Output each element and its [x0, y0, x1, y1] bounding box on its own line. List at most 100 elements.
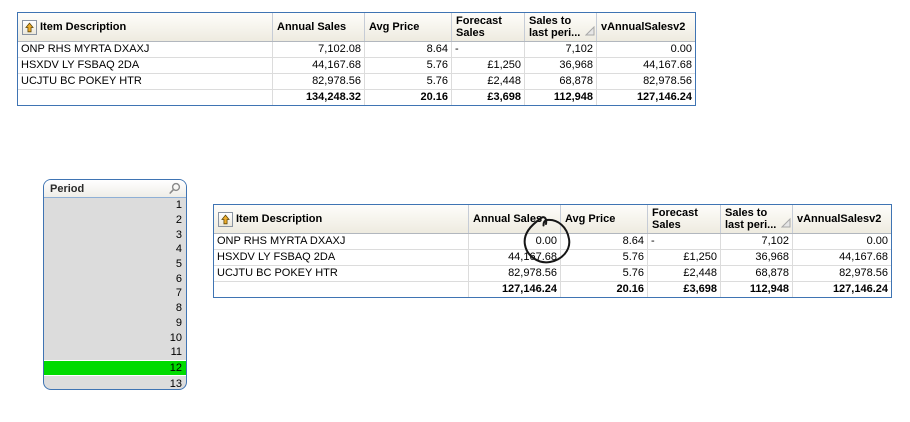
table-row: UCJTU BC POKEY HTR 82,978.56 5.76 £2,448…: [18, 74, 695, 90]
header-label: Avg Price: [369, 21, 420, 33]
header-item-description[interactable]: Item Description: [18, 13, 273, 41]
listbox-caption: Period: [44, 180, 186, 198]
header-annual-sales[interactable]: Annual Sales: [469, 205, 561, 233]
header-sales-to-last-period[interactable]: Sales to last peri...: [721, 205, 793, 233]
totals-vannualsalesv2: 127,146.24: [636, 91, 692, 103]
cell-avg-price[interactable]: 5.76: [365, 74, 452, 90]
cell-avg-price[interactable]: 8.64: [365, 42, 452, 58]
list-item[interactable]: 7: [175, 287, 182, 300]
cell-forecast-sales[interactable]: £1,250: [648, 250, 721, 266]
cell-annual-sales-circled[interactable]: 0.00: [469, 234, 561, 250]
cell-sales-to-last-period[interactable]: 7,102: [721, 234, 793, 250]
table-row: HSXDV LY FSBAQ 2DA 44,167.68 5.76 £1,250…: [18, 58, 695, 74]
cell-item[interactable]: HSXDV LY FSBAQ 2DA: [18, 58, 273, 74]
cell-annual-sales[interactable]: 44,167.68: [469, 250, 561, 266]
header-forecast-sales[interactable]: Forecast Sales: [648, 205, 721, 233]
straight-table-bottom: Item Description Annual Sales Avg Price …: [213, 204, 892, 298]
list-item[interactable]: 1: [175, 199, 182, 212]
totals-sales-to-last-period: 112,948: [721, 282, 793, 297]
cell-forecast-sales[interactable]: £2,448: [452, 74, 525, 90]
list-item-selected[interactable]: 12: [44, 359, 186, 377]
header-label: vAnnualSalesv2: [601, 21, 686, 33]
table-header-row: Item Description Annual Sales Avg Price …: [214, 205, 891, 234]
totals-vannualsalesv2: 127,146.24: [832, 283, 888, 295]
cell-annual-sales[interactable]: 82,978.56: [273, 74, 365, 90]
cell-vannualsalesv2[interactable]: 0.00: [597, 42, 695, 58]
cell-vannualsalesv2[interactable]: 44,167.68: [793, 250, 891, 266]
sort-indicator-icon: [585, 26, 595, 36]
cell-sales-to-last-period[interactable]: 36,968: [525, 58, 597, 74]
header-label: Sales to last peri...: [529, 15, 581, 39]
cell-vannualsalesv2[interactable]: 44,167.68: [597, 58, 695, 74]
header-label: vAnnualSalesv2: [797, 213, 882, 225]
table-row: ONP RHS MYRTA DXAXJ 0.00 8.64 - 7,102 0.…: [214, 234, 891, 250]
listbox-body: 1 2 3 4 5 6 7 8 9 10 11 12 13: [44, 198, 186, 390]
cell-forecast-sales[interactable]: £1,250: [452, 58, 525, 74]
cell-vannualsalesv2[interactable]: 82,978.56: [793, 266, 891, 282]
totals-annual-sales: 127,146.24: [469, 282, 561, 297]
list-item[interactable]: 10: [169, 331, 182, 344]
cell-sales-to-last-period[interactable]: 7,102: [525, 42, 597, 58]
list-item[interactable]: 5: [175, 258, 182, 271]
cell-annual-sales[interactable]: 44,167.68: [273, 58, 365, 74]
totals-forecast-sales: £3,698: [452, 90, 525, 105]
table-header-row: Item Description Annual Sales Avg Price …: [18, 13, 695, 42]
cell-item[interactable]: UCJTU BC POKEY HTR: [18, 74, 273, 90]
totals-annual-sales: 134,248.32: [273, 90, 365, 105]
cell-item[interactable]: UCJTU BC POKEY HTR: [214, 266, 469, 282]
cell-vannualsalesv2[interactable]: 82,978.56: [597, 74, 695, 90]
header-item-description[interactable]: Item Description: [214, 205, 469, 233]
cell-item[interactable]: ONP RHS MYRTA DXAXJ: [214, 234, 469, 250]
header-avg-price[interactable]: Avg Price: [561, 205, 648, 233]
cell-sales-to-last-period[interactable]: 36,968: [721, 250, 793, 266]
cell-avg-price[interactable]: 5.76: [561, 250, 648, 266]
totals-avg-price: 20.16: [561, 282, 648, 297]
cell-forecast-sales[interactable]: £2,448: [648, 266, 721, 282]
header-forecast-sales[interactable]: Forecast Sales: [452, 13, 525, 41]
cell-item[interactable]: ONP RHS MYRTA DXAXJ: [18, 42, 273, 58]
cell-avg-price[interactable]: 5.76: [365, 58, 452, 74]
header-label: Avg Price: [565, 213, 616, 225]
list-item[interactable]: 11: [170, 346, 182, 359]
cell-vannualsalesv2[interactable]: 0.00: [793, 234, 891, 250]
cell-annual-sales[interactable]: 82,978.56: [469, 266, 561, 282]
header-avg-price[interactable]: Avg Price: [365, 13, 452, 41]
table-row: ONP RHS MYRTA DXAXJ 7,102.08 8.64 - 7,10…: [18, 42, 695, 58]
list-item[interactable]: 8: [175, 302, 182, 315]
cell-forecast-sales[interactable]: -: [452, 42, 525, 58]
totals-item: [214, 282, 469, 297]
header-label: Annual Sales: [473, 213, 543, 225]
up-arrow-icon[interactable]: [22, 19, 37, 35]
header-vannualsalesv2[interactable]: vAnnualSalesv2: [597, 13, 695, 41]
list-item[interactable]: 9: [175, 316, 182, 329]
header-label: Annual Sales: [277, 21, 347, 33]
list-item[interactable]: 4: [175, 243, 182, 256]
cell-sales-to-last-period[interactable]: 68,878: [525, 74, 597, 90]
list-item[interactable]: 13: [169, 377, 182, 390]
up-arrow-icon[interactable]: [218, 211, 233, 227]
sort-indicator-icon: [781, 218, 791, 228]
cell-forecast-sales[interactable]: -: [648, 234, 721, 250]
totals-row: 127,146.24 20.16 £3,698 112,948 127,146.…: [214, 282, 891, 297]
header-vannualsalesv2[interactable]: vAnnualSalesv2: [793, 205, 891, 233]
cell-avg-price[interactable]: 8.64: [561, 234, 648, 250]
cell-sales-to-last-period[interactable]: 68,878: [721, 266, 793, 282]
table-row: UCJTU BC POKEY HTR 82,978.56 5.76 £2,448…: [214, 266, 891, 282]
list-item[interactable]: 3: [175, 228, 182, 241]
list-item[interactable]: 2: [175, 214, 182, 227]
straight-table-top: Item Description Annual Sales Avg Price …: [17, 12, 696, 106]
header-label: Sales to last peri...: [725, 207, 777, 231]
header-annual-sales[interactable]: Annual Sales: [273, 13, 365, 41]
header-label: Forecast Sales: [456, 15, 502, 39]
header-sales-to-last-period[interactable]: Sales to last peri...: [525, 13, 597, 41]
cell-item[interactable]: HSXDV LY FSBAQ 2DA: [214, 250, 469, 266]
list-item[interactable]: 6: [175, 272, 182, 285]
search-icon[interactable]: [168, 182, 181, 195]
header-label: Item Description: [236, 213, 323, 225]
cell-avg-price[interactable]: 5.76: [561, 266, 648, 282]
cell-annual-sales[interactable]: 7,102.08: [273, 42, 365, 58]
totals-avg-price: 20.16: [365, 90, 452, 105]
table-row: HSXDV LY FSBAQ 2DA 44,167.68 5.76 £1,250…: [214, 250, 891, 266]
totals-item: [18, 90, 273, 105]
